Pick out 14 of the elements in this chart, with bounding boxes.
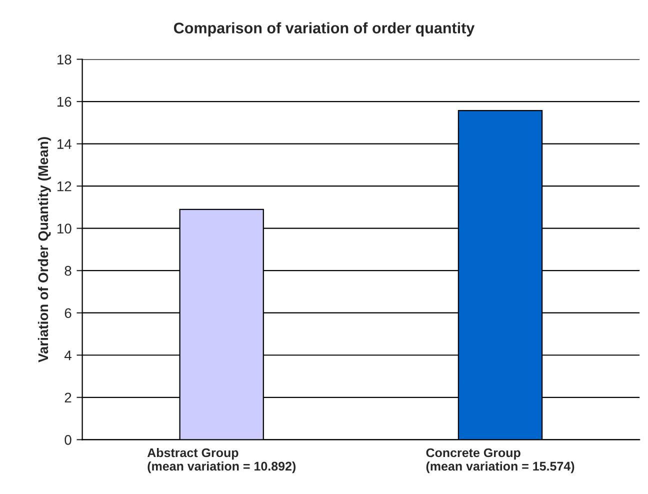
y-axis-title: Variation of Order Quantity (Mean) (38, 137, 51, 362)
y-tick-label: 2 (64, 392, 72, 402)
y-tick-label: 6 (64, 308, 72, 318)
x-tick-label: Concrete Group (mean variation = 15.574) (426, 448, 574, 474)
x-tick-label: Abstract Group (mean variation = 10.892) (147, 448, 296, 474)
y-tick-label: 0 (64, 434, 72, 445)
y-tick-label: 4 (64, 350, 72, 360)
y-tick-label: 8 (64, 266, 72, 276)
y-tick-label: 18 (57, 54, 72, 64)
y-tick-label: 10 (57, 224, 72, 234)
y-tick-label: 16 (57, 96, 72, 107)
y-tick-label: 12 (57, 181, 72, 192)
chart-title: Comparison of variation of order quantity (174, 22, 475, 36)
y-tick-label: 14 (57, 139, 72, 149)
